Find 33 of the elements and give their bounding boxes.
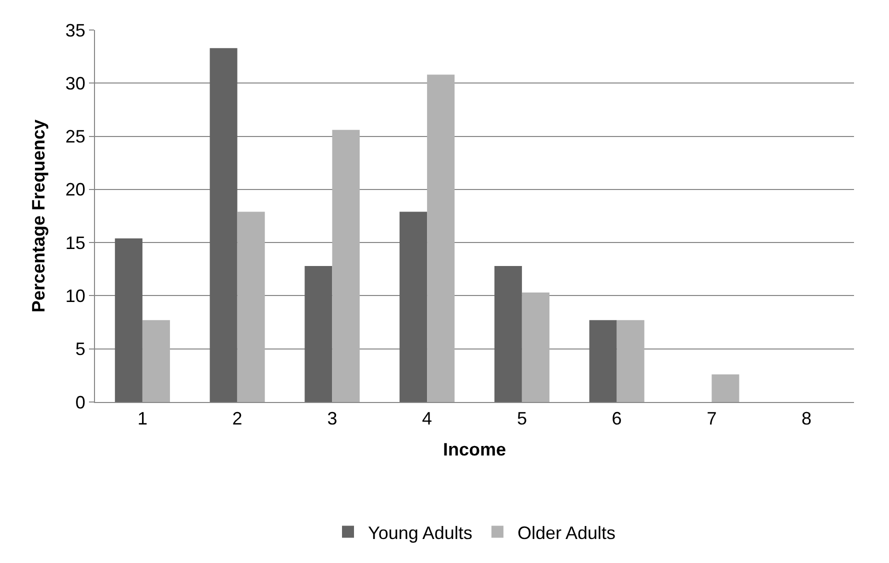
y-tick-label: 25	[65, 126, 86, 147]
y-tick-label: 15	[65, 232, 86, 253]
bar	[494, 266, 522, 402]
bar	[142, 320, 170, 402]
bar	[616, 320, 644, 402]
bar	[712, 374, 740, 402]
x-tick-label: 4	[422, 408, 432, 429]
x-tick-label: 8	[802, 408, 812, 429]
bar	[589, 320, 617, 402]
y-tick-label: 5	[75, 339, 86, 360]
bar	[210, 48, 238, 402]
bar	[304, 266, 332, 402]
y-tick-label: 10	[65, 286, 86, 306]
bar	[427, 74, 455, 402]
x-axis-title: Income	[442, 440, 506, 460]
x-tick-label: 3	[327, 408, 338, 429]
y-tick-label: 35	[65, 20, 86, 40]
y-tick-label: 30	[65, 73, 86, 94]
x-tick-label: 6	[612, 408, 622, 429]
x-tick-label: 2	[232, 408, 242, 429]
y-tick-label: 20	[65, 180, 86, 200]
x-tick-label: 5	[516, 408, 527, 429]
bar	[332, 130, 360, 402]
y-tick-label: 0	[75, 392, 86, 412]
x-tick-label: 7	[706, 408, 717, 429]
legend-label: Older Adults	[517, 522, 616, 543]
bar	[114, 238, 142, 402]
bar	[237, 212, 265, 402]
bar	[522, 292, 550, 402]
x-tick-label: 1	[137, 408, 148, 429]
bar	[400, 212, 428, 402]
y-axis-title: Percentage Frequency	[28, 119, 49, 313]
legend-label: Young Adults	[368, 522, 472, 543]
